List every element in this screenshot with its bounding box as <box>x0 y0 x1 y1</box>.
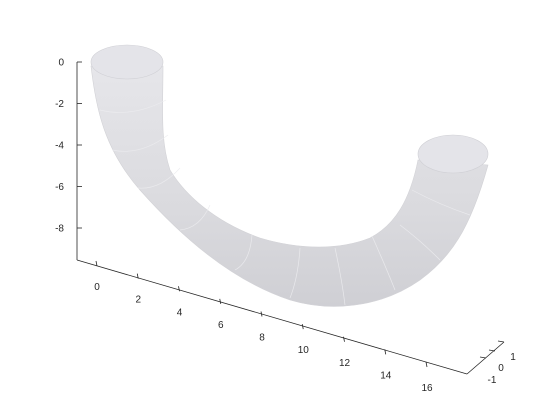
tube-facet-line <box>399 224 441 261</box>
x-tick-mark <box>219 298 222 304</box>
y-axis: -101 <box>466 340 516 386</box>
x-tick-mark <box>260 311 263 317</box>
y-tick-mark <box>479 356 487 359</box>
tube-body <box>90 65 489 307</box>
x-tick-mark <box>95 260 98 267</box>
x-tick-mark <box>301 324 304 330</box>
x-axis: 0 2 4 6 8 10 12 14 16 <box>76 259 468 394</box>
x-tick-label: 12 <box>339 358 351 369</box>
y-tick-label: -1 <box>488 375 497 386</box>
tube-facet-line <box>137 167 181 189</box>
z-tick-label: -2 <box>55 99 64 110</box>
x-tick-label: 2 <box>135 295 141 306</box>
y-tick-label: 1 <box>510 352 516 363</box>
tube-end-cap-end <box>417 134 489 174</box>
tube-facet-line <box>411 189 471 216</box>
tube-facet-line <box>179 204 211 231</box>
x-tick-label: 16 <box>421 383 433 394</box>
x-tick-label: 6 <box>218 320 224 331</box>
y-tick-mark <box>497 340 505 343</box>
tube-facet-line <box>371 235 396 291</box>
tube-facet-line <box>334 247 346 306</box>
x-tick-mark <box>178 286 180 292</box>
x-tick-mark <box>343 336 345 342</box>
tube-facet-line <box>111 134 169 152</box>
tube-surface <box>90 44 489 307</box>
x-tick-label: 0 <box>94 282 100 293</box>
z-axis: 0 -2 -4 -6 -8 <box>55 58 82 260</box>
tube-end-cap-start <box>90 44 164 80</box>
x-axis-line <box>76 259 468 375</box>
y-tick-mark <box>488 349 496 352</box>
x-tick-label: 8 <box>259 333 265 344</box>
z-tick-label: -8 <box>55 224 64 235</box>
x-tick-mark <box>136 273 139 279</box>
tube-facet-line <box>99 99 167 113</box>
z-tick-label: -4 <box>55 141 64 152</box>
x-tick-label: 4 <box>177 307 183 318</box>
z-tick-label: -6 <box>55 182 64 193</box>
x-tick-mark <box>425 361 428 368</box>
tube-facet-line <box>289 247 301 299</box>
x-tick-mark <box>384 349 387 355</box>
z-tick-label: 0 <box>58 58 64 69</box>
y-tick-label: 0 <box>498 363 504 374</box>
x-tick-label: 14 <box>380 370 392 381</box>
x-tick-label: 10 <box>298 345 310 356</box>
tube-facet-line <box>234 234 253 271</box>
